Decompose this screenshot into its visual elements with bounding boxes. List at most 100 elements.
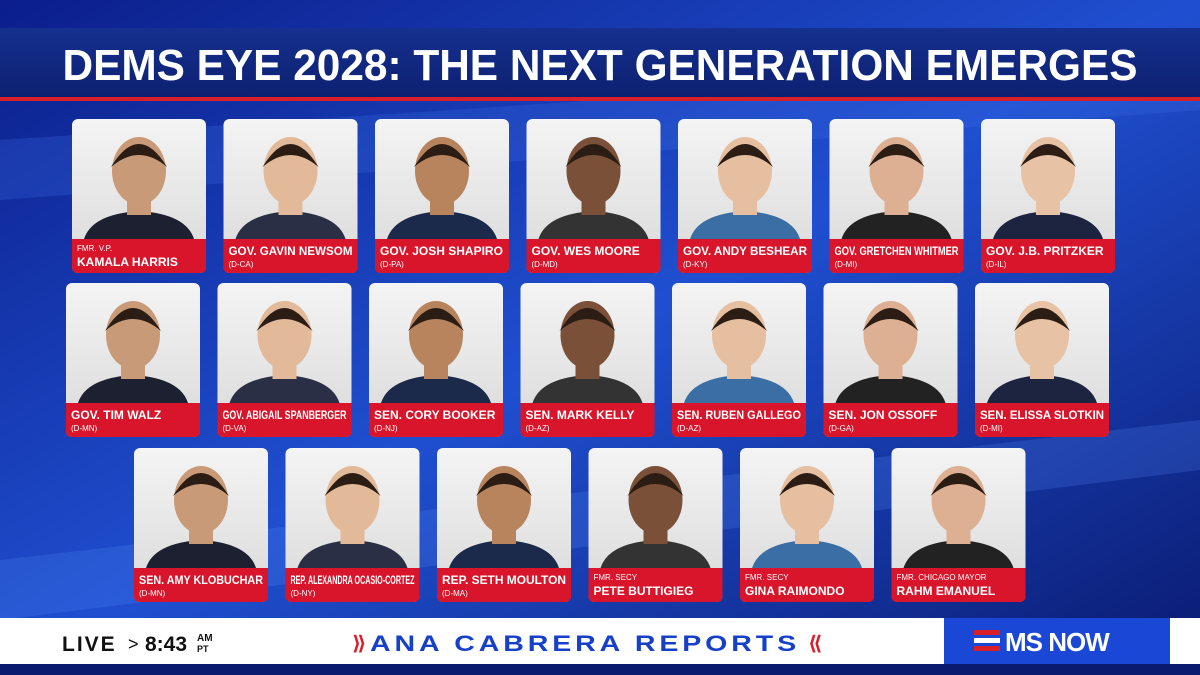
title-bar bbox=[0, 28, 1200, 98]
network-logo: MS NOW bbox=[1005, 627, 1110, 657]
candidate-name: SEN. ELISSA SLOTKIN bbox=[980, 408, 1104, 422]
name-plate bbox=[975, 403, 1109, 437]
candidate-name: GOV. JOSH SHAPIRO bbox=[380, 244, 503, 258]
portrait-hair bbox=[930, 473, 987, 496]
portrait-hair bbox=[779, 473, 835, 496]
candidate-card: GOV. GAVIN NEWSOM (D-CA) bbox=[223, 119, 358, 273]
candidate-name: SEN. JON OSSOFF bbox=[829, 408, 938, 422]
candidate-card: GOV. ANDY BESHEAR (D-KY) bbox=[678, 119, 812, 273]
candidate-name: KAMALA HARRIS bbox=[77, 255, 178, 269]
name-plate bbox=[588, 568, 723, 602]
candidate-card: GOV. ABIGAIL SPANBERGER (D-VA) bbox=[217, 283, 352, 437]
title-prefix: FMR. SECY bbox=[745, 573, 789, 582]
candidate-name: GOV. ABIGAIL SPANBERGER bbox=[223, 408, 347, 422]
decor-chevrons: ⟫ bbox=[352, 633, 366, 655]
name-plate bbox=[375, 239, 509, 273]
candidate-card: GOV. GRETCHEN WHITMER (D-MI) bbox=[829, 119, 964, 273]
portrait-body bbox=[987, 375, 1097, 403]
name-plate bbox=[823, 403, 958, 437]
candidate-card: FMR. SECY PETE BUTTIGIEG bbox=[588, 448, 723, 602]
portrait-body bbox=[235, 211, 346, 239]
portrait-hair bbox=[105, 308, 161, 331]
portrait-body bbox=[903, 540, 1014, 568]
candidate-card: GOV. WES MOORE (D-MD) bbox=[526, 119, 661, 273]
party-state: (D-NJ) bbox=[374, 424, 398, 433]
time: 8:43 bbox=[145, 633, 187, 656]
ticker-arrow: > bbox=[128, 634, 139, 654]
name-plate bbox=[981, 239, 1115, 273]
candidate-card: SEN. CORY BOOKER (D-NJ) bbox=[369, 283, 503, 437]
party-state: (D-AZ) bbox=[526, 424, 550, 433]
party-state: (D-NY) bbox=[291, 589, 316, 598]
portrait-body bbox=[835, 375, 946, 403]
portrait-hair bbox=[324, 473, 381, 496]
portrait-body bbox=[449, 540, 559, 568]
portrait-body bbox=[841, 211, 952, 239]
candidate-name: SEN. AMY KLOBUCHAR bbox=[139, 573, 263, 587]
candidate-name: GOV. ANDY BESHEAR bbox=[683, 244, 807, 258]
name-plate bbox=[672, 403, 806, 437]
candidate-name: REP. ALEXANDRA OCASIO-CORTEZ bbox=[291, 573, 415, 587]
portrait-body bbox=[538, 211, 649, 239]
name-plate bbox=[891, 568, 1026, 602]
party-state: (D-MN) bbox=[71, 424, 98, 433]
candidate-name: RAHM EMANUEL bbox=[897, 584, 996, 598]
party-state: (D-CA) bbox=[229, 260, 254, 269]
portrait-hair bbox=[1020, 144, 1076, 167]
candidate-name: GOV. WES MOORE bbox=[532, 244, 640, 258]
portrait-hair bbox=[565, 144, 622, 167]
party-state: (D-AZ) bbox=[677, 424, 701, 433]
candidate-card: SEN. ELISSA SLOTKIN (D-MI) bbox=[975, 283, 1109, 437]
candidate-name: SEN. CORY BOOKER bbox=[374, 408, 496, 422]
party-state: (D-IL) bbox=[986, 260, 1007, 269]
party-state: (D-MN) bbox=[139, 589, 166, 598]
party-state: (D-MI) bbox=[980, 424, 1003, 433]
portrait-hair bbox=[262, 144, 319, 167]
candidate-card: SEN. RUBEN GALLEGO (D-AZ) bbox=[672, 283, 806, 437]
candidate-name: SEN. MARK KELLY bbox=[526, 408, 635, 422]
name-plate bbox=[437, 568, 571, 602]
portrait-hair bbox=[414, 144, 470, 167]
portrait-hair bbox=[408, 308, 464, 331]
candidate-card: REP. SETH MOULTON (D-MA) bbox=[437, 448, 571, 602]
portrait-body bbox=[78, 375, 188, 403]
party-state: (D-MA) bbox=[442, 589, 468, 598]
portrait-hair bbox=[559, 308, 616, 331]
name-plate bbox=[520, 403, 655, 437]
portrait-hair bbox=[711, 308, 767, 331]
portrait-body bbox=[381, 375, 491, 403]
decor-chevrons: ⟪ bbox=[808, 633, 822, 655]
portrait-body bbox=[993, 211, 1103, 239]
name-plate bbox=[526, 239, 661, 273]
card-grid: FMR. V.P. KAMALA HARRIS GOV. GAVIN NEWSOM (… bbox=[66, 119, 1115, 602]
party-state: (D-VA) bbox=[223, 424, 247, 433]
title-prefix: FMR. SECY bbox=[594, 573, 638, 582]
title-prefix: FMR. V.P. bbox=[77, 244, 112, 253]
portrait-hair bbox=[173, 473, 229, 496]
portrait-hair bbox=[717, 144, 773, 167]
show-name: ANA CABRERA REPORTS bbox=[370, 631, 800, 656]
portrait-body bbox=[229, 375, 340, 403]
portrait-body bbox=[387, 211, 497, 239]
candidate-name: GOV. J.B. PRITZKER bbox=[986, 244, 1104, 258]
candidate-name: GINA RAIMONDO bbox=[745, 584, 845, 598]
name-plate bbox=[223, 239, 358, 273]
portrait-body bbox=[84, 211, 194, 239]
time-ampm: AM bbox=[197, 633, 213, 644]
name-plate bbox=[217, 403, 352, 437]
portrait-hair bbox=[868, 144, 925, 167]
portrait-body bbox=[297, 540, 408, 568]
candidate-card: GOV. TIM WALZ (D-MN) bbox=[66, 283, 200, 437]
candidate-card: SEN. AMY KLOBUCHAR (D-MN) bbox=[134, 448, 268, 602]
party-state: (D-KY) bbox=[683, 260, 708, 269]
name-plate bbox=[72, 239, 206, 273]
candidate-card: SEN. JON OSSOFF (D-GA) bbox=[823, 283, 958, 437]
live-label: LIVE bbox=[62, 633, 117, 656]
party-state: (D-GA) bbox=[829, 424, 855, 433]
name-plate bbox=[740, 568, 874, 602]
party-state: (D-MD) bbox=[532, 260, 559, 269]
portrait-body bbox=[752, 540, 862, 568]
portrait-body bbox=[600, 540, 711, 568]
name-plate bbox=[829, 239, 964, 273]
